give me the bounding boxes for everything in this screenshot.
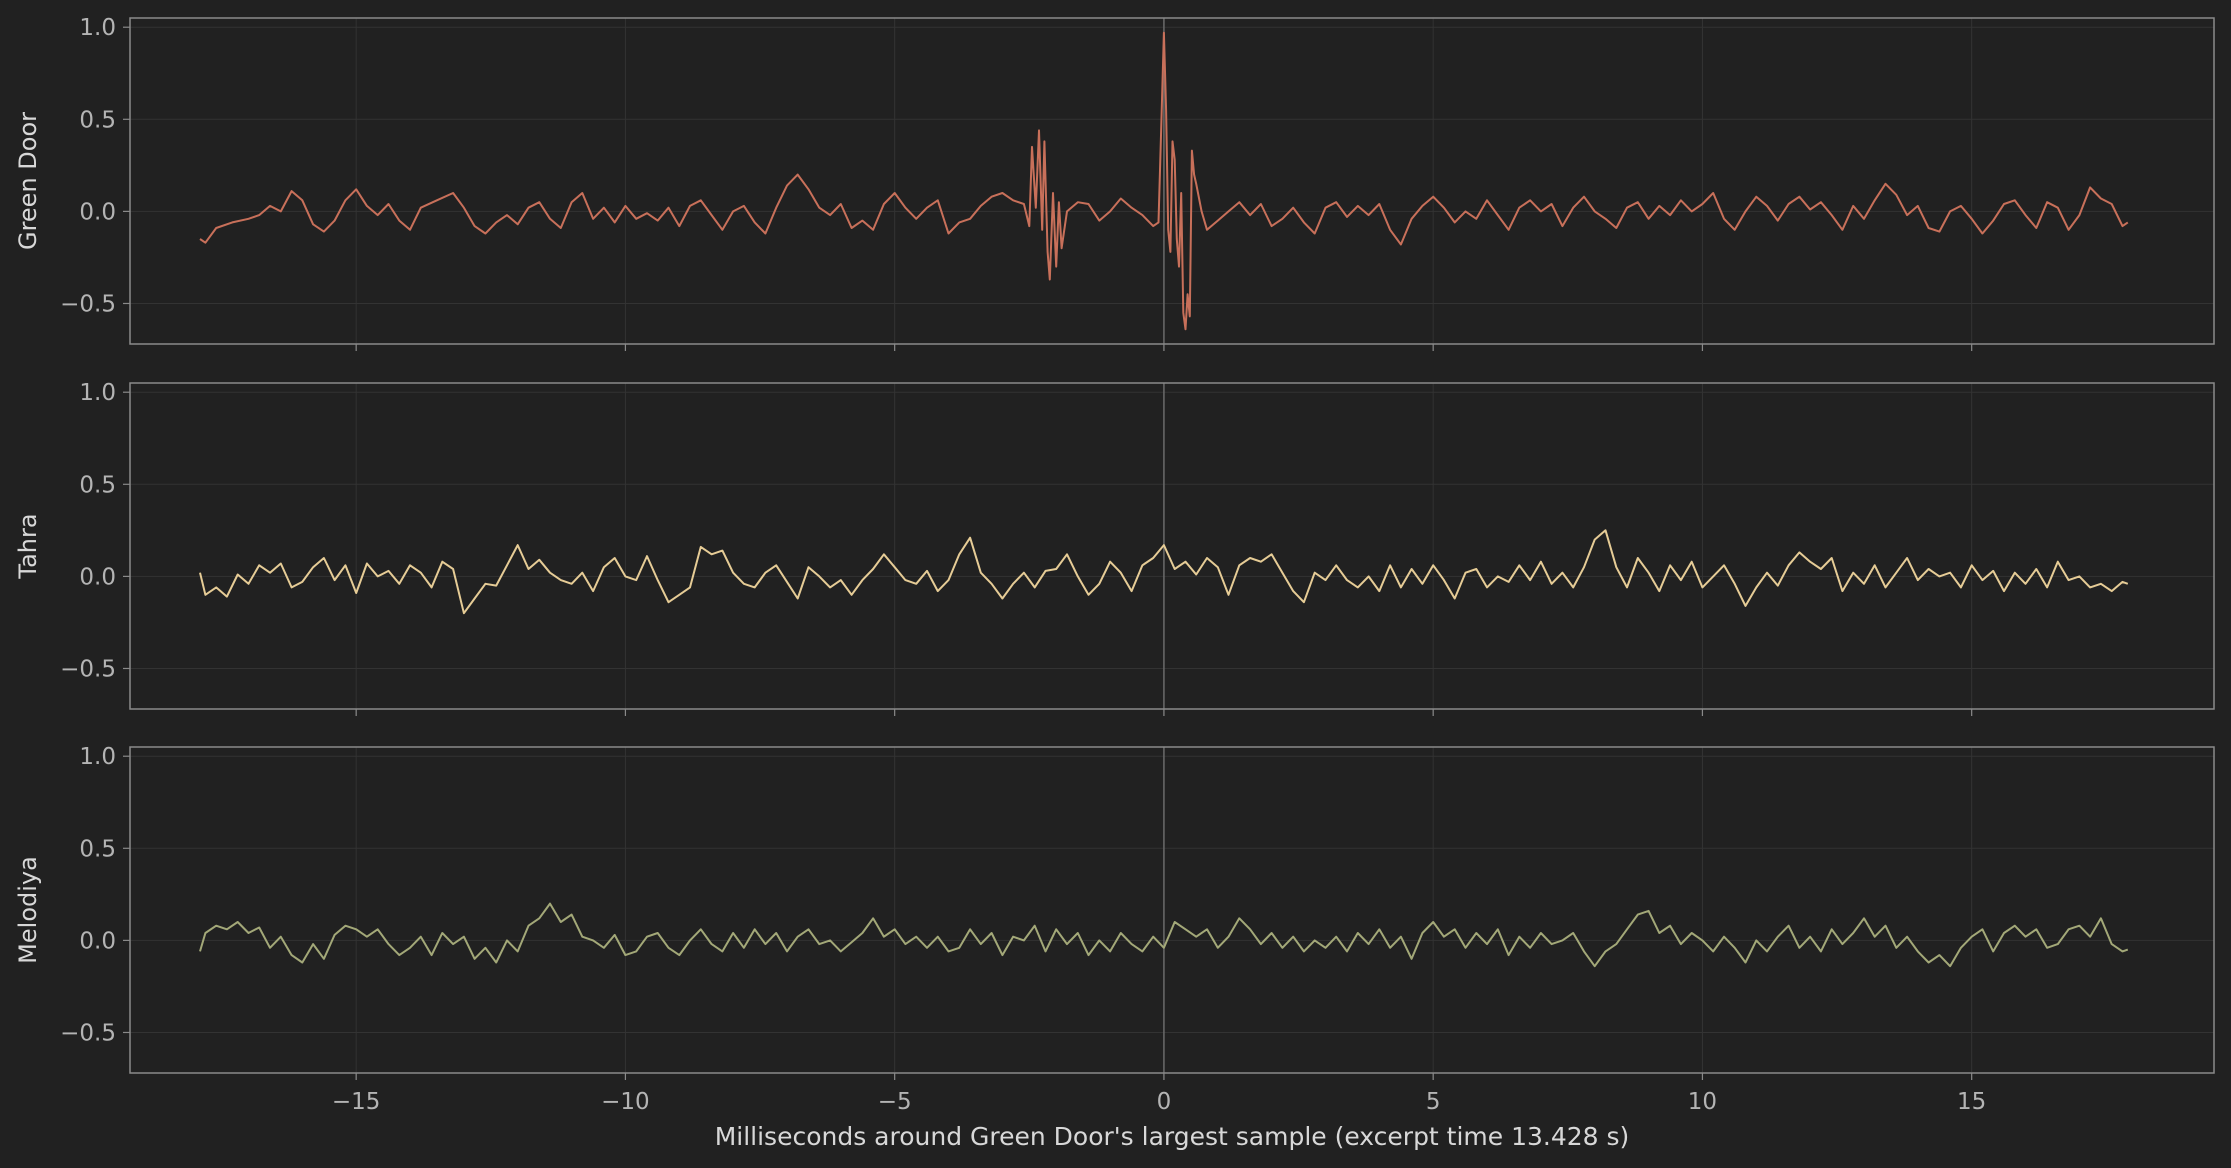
series-line-melodiya — [199, 902, 2129, 968]
x-tick-label: 0 — [1157, 1089, 1172, 1115]
y-tick-label: 0.5 — [79, 836, 116, 862]
series-line-green-door — [199, 31, 2129, 331]
panel-label: Tahra — [14, 513, 42, 579]
y-tick-label: 0.0 — [79, 199, 116, 225]
y-tick-label: 1.0 — [79, 15, 116, 41]
x-axis-label: Milliseconds around Green Door's largest… — [715, 1122, 1630, 1151]
y-tick-label: 0.5 — [79, 107, 116, 133]
y-tick-label: 0.5 — [79, 472, 116, 498]
panel-label: Green Door — [14, 112, 42, 250]
y-tick-label: 1.0 — [79, 380, 116, 406]
y-tick-label: 0.0 — [79, 564, 116, 590]
y-tick-label: 1.0 — [79, 744, 116, 770]
series-line-tahra — [199, 529, 2129, 615]
panel-tahra: 1.0 0.5 0.0 −0.5 Tahra — [14, 380, 2215, 716]
x-tick-label: −15 — [332, 1089, 381, 1115]
y-tick-label: 0.0 — [79, 928, 116, 954]
y-tick-label: −0.5 — [60, 291, 116, 317]
y-tick-label: −0.5 — [60, 1020, 116, 1046]
x-tick-label: 5 — [1426, 1089, 1441, 1115]
panel-label: Melodiya — [14, 856, 42, 964]
panel-frame — [129, 382, 2215, 710]
x-tick-label: −10 — [601, 1089, 650, 1115]
panels-group: 1.0 0.5 0.0 −0.5 Green Door 1.0 0.5 0.0 −0.5 Tahr… — [14, 15, 2215, 1115]
panel-frame — [129, 17, 2215, 345]
x-tick-label: 10 — [1688, 1089, 1717, 1115]
y-tick-label: −0.5 — [60, 656, 116, 682]
panel-green-door: 1.0 0.5 0.0 −0.5 Green Door — [14, 15, 2215, 351]
panel-melodiya: 1.0 0.5 0.0 −0.5 −15 −10 −5 0 5 10 15 Melodiya — [14, 744, 2215, 1115]
panel-frame — [129, 746, 2215, 1074]
x-tick-label: −5 — [878, 1089, 912, 1115]
x-tick-label: 15 — [1957, 1089, 1986, 1115]
